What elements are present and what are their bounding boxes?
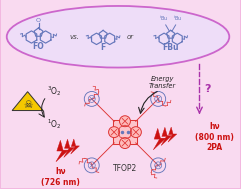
Text: $^1$O$_2$: $^1$O$_2$ [47,117,62,131]
Text: hν
(800 nm)
2PA: hν (800 nm) 2PA [195,122,234,152]
Text: hν
(726 nm): hν (726 nm) [41,167,80,187]
Circle shape [109,127,120,138]
Circle shape [130,127,141,138]
Circle shape [120,116,130,127]
Text: F: F [100,43,106,52]
Text: Energy
Transfer: Energy Transfer [149,76,176,89]
Text: ?: ? [204,84,211,94]
Text: TFOP2: TFOP2 [113,164,137,173]
Polygon shape [153,128,166,150]
Text: $^3$O$_2$: $^3$O$_2$ [47,84,62,98]
Text: ☠: ☠ [23,100,32,110]
Text: O: O [36,18,41,23]
Polygon shape [161,127,172,146]
Polygon shape [64,139,74,157]
Text: $^t$Bu: $^t$Bu [159,15,168,23]
Polygon shape [168,127,177,142]
Text: $^t$Bu: $^t$Bu [173,15,182,23]
Text: FO: FO [33,42,44,51]
Ellipse shape [7,6,229,67]
Text: FBu: FBu [162,43,179,52]
Polygon shape [113,120,137,144]
Text: or: or [126,34,134,40]
Text: vs.: vs. [69,34,79,40]
Polygon shape [56,140,68,162]
Circle shape [120,138,130,149]
Polygon shape [12,92,43,111]
Polygon shape [71,139,80,154]
